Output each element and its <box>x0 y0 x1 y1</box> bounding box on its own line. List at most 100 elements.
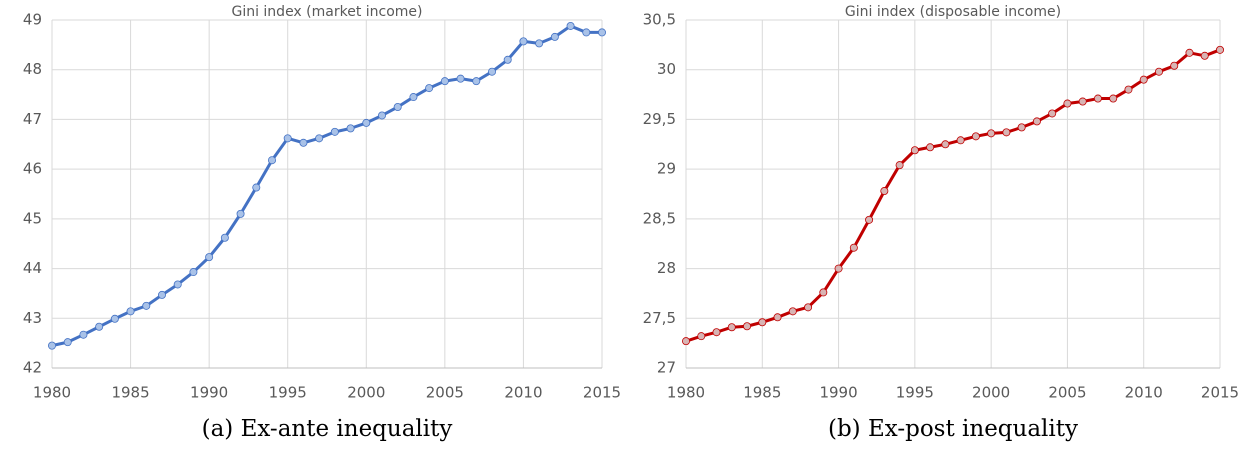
data-line <box>685 48 1221 343</box>
data-point <box>362 118 371 127</box>
data-point <box>697 332 706 341</box>
data-point <box>727 323 736 332</box>
x-tick-label: 2010 <box>1125 384 1163 402</box>
y-tick-label: 29,5 <box>643 110 676 128</box>
data-point <box>409 93 418 102</box>
data-point <box>712 328 721 337</box>
data-point <box>582 28 591 37</box>
y-tick-label: 44 <box>23 259 42 277</box>
data-point <box>1216 45 1225 54</box>
x-tick-label: 2015 <box>1201 384 1239 402</box>
data-point <box>393 103 402 112</box>
x-tick-label: 1990 <box>190 384 228 402</box>
x-tick-label: 2015 <box>583 384 621 402</box>
data-point <box>1200 51 1209 60</box>
data-point <box>519 37 528 46</box>
y-tick-label: 30,5 <box>643 11 676 29</box>
data-point <box>758 318 767 327</box>
data-point <box>566 21 575 30</box>
data-point <box>1093 94 1102 103</box>
data-point <box>535 39 544 48</box>
data-point <box>910 146 919 155</box>
data-point <box>956 136 965 145</box>
data-point <box>456 74 465 83</box>
y-tick-label: 42 <box>23 359 42 377</box>
y-tick-label: 29 <box>657 160 676 178</box>
y-tick-label: 46 <box>23 160 42 178</box>
caption: (a) Ex-ante inequality <box>202 416 453 442</box>
data-point <box>1109 94 1118 103</box>
data-point <box>189 268 198 277</box>
data-point <box>48 341 57 350</box>
data-point <box>425 84 434 93</box>
x-tick-label: 1995 <box>896 384 934 402</box>
data-point <box>252 183 261 192</box>
data-point <box>1002 128 1011 137</box>
y-tick-label: 48 <box>23 60 42 78</box>
y-tick-label: 27,5 <box>643 309 676 327</box>
y-tick-label: 47 <box>23 110 42 128</box>
y-tick-label: 43 <box>23 309 42 327</box>
data-point <box>330 127 339 136</box>
data-point <box>1078 97 1087 106</box>
data-point <box>472 77 481 86</box>
data-point <box>1063 99 1072 108</box>
data-point <box>941 140 950 149</box>
data-point <box>440 77 449 86</box>
data-point <box>220 233 229 242</box>
x-tick-label: 2005 <box>1048 384 1086 402</box>
data-point <box>299 138 308 147</box>
data-point <box>142 301 151 310</box>
data-point <box>788 307 797 316</box>
data-point <box>987 129 996 138</box>
data-point <box>1185 48 1194 57</box>
data-point <box>503 55 512 64</box>
x-tick-label: 1985 <box>743 384 781 402</box>
data-point <box>804 303 813 312</box>
x-tick-label: 2000 <box>347 384 385 402</box>
y-tick-label: 28,5 <box>643 209 676 227</box>
data-point <box>283 134 292 143</box>
data-point <box>849 243 858 252</box>
data-point <box>598 28 607 37</box>
data-point <box>926 143 935 152</box>
data-point <box>895 161 904 170</box>
data-point <box>550 32 559 41</box>
data-point <box>63 338 72 347</box>
y-tick-label: 45 <box>23 209 42 227</box>
data-point <box>126 307 135 316</box>
data-point <box>315 134 324 143</box>
x-tick-label: 2010 <box>504 384 542 402</box>
x-tick-label: 1990 <box>819 384 857 402</box>
x-tick-label: 1995 <box>269 384 307 402</box>
data-point <box>157 290 166 299</box>
data-point <box>236 209 245 218</box>
data-point <box>173 280 182 289</box>
caption: (b) Ex-post inequality <box>828 416 1078 442</box>
data-point <box>1048 109 1057 118</box>
data-point <box>971 132 980 141</box>
chart-title: Gini index (market income) <box>231 4 422 20</box>
y-tick-label: 28 <box>657 259 676 277</box>
data-point <box>1170 61 1179 70</box>
x-tick-label: 2000 <box>972 384 1010 402</box>
x-tick-label: 1985 <box>111 384 149 402</box>
y-tick-label: 30 <box>657 60 676 78</box>
chart-title: Gini index (disposable income) <box>845 4 1061 20</box>
data-point <box>1124 85 1133 94</box>
data-point <box>834 264 843 273</box>
data-point <box>95 322 104 331</box>
data-point <box>1139 75 1148 84</box>
data-point <box>1032 117 1041 126</box>
data-point <box>205 253 214 262</box>
data-point <box>880 187 889 196</box>
y-tick-label: 49 <box>23 11 42 29</box>
data-point <box>743 322 752 331</box>
data-point <box>267 156 276 165</box>
data-point <box>865 215 874 224</box>
data-point <box>819 288 828 297</box>
y-tick-label: 27 <box>657 359 676 377</box>
data-point <box>1154 67 1163 76</box>
data-point <box>682 337 691 346</box>
x-tick-label: 2005 <box>426 384 464 402</box>
